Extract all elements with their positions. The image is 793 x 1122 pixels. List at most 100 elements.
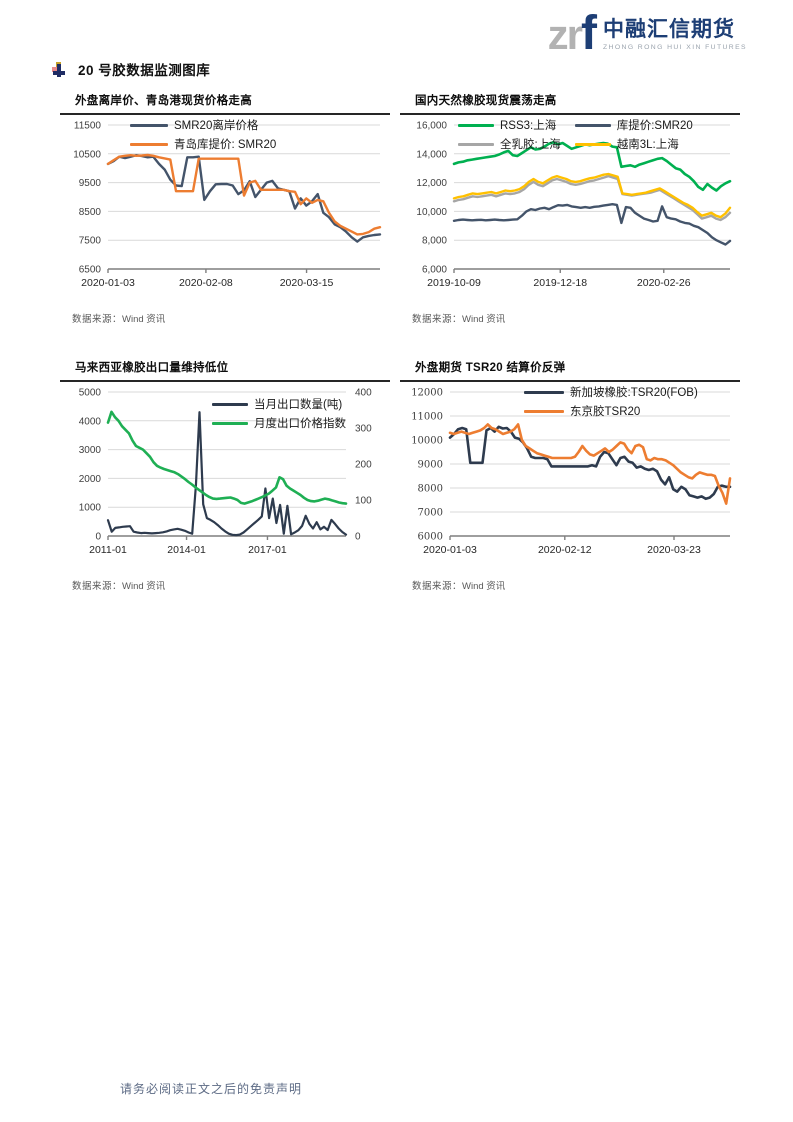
legend-label: 当月出口数量(吨) [254, 399, 343, 411]
logo-zr: zr [547, 11, 583, 58]
svg-text:2020-02-12: 2020-02-12 [538, 544, 592, 556]
svg-text:8,000: 8,000 [422, 236, 447, 247]
svg-text:3000: 3000 [79, 445, 102, 456]
legend-label: 越南3L:上海 [616, 139, 679, 151]
legend-label: RSS3:上海 [500, 120, 557, 132]
svg-text:2017-01: 2017-01 [248, 544, 287, 556]
legend-item: 青岛库提价: SMR20 [130, 136, 276, 152]
svg-text:100: 100 [355, 496, 372, 507]
source-label: 数据来源： [412, 314, 463, 325]
legend-item: SMR20离岸价格 [130, 117, 276, 133]
svg-text:11000: 11000 [411, 412, 443, 423]
svg-text:4000: 4000 [79, 416, 102, 427]
svg-text:10000: 10000 [411, 436, 443, 447]
legend-item: 库提价:SMR20 [574, 117, 693, 133]
chart-offshore-qingdao: 外盘离岸价、青岛港现货价格走高 6500 7500 8500 9500 10500 115… [60, 92, 390, 325]
chart-tsr20-futures: 外盘期货 TSR20 结算价反弹 6000 7000 8000 9000 10000 11… [400, 359, 740, 592]
legend-item: 月度出口价格指数 [212, 415, 346, 431]
svg-text:8500: 8500 [79, 207, 102, 218]
source-value: Wind 资讯 [462, 581, 506, 592]
svg-text:8000: 8000 [418, 484, 443, 495]
source-value: Wind 资讯 [122, 581, 166, 592]
chart-plot-area: 0 1000 2000 3000 4000 5000 0 100 200 300 400 2011-0… [60, 384, 390, 566]
legend-line-swatch [524, 390, 564, 394]
source-value: Wind 资讯 [122, 314, 166, 325]
company-logo: zrf 中融汇信期货 ZHONG RONG HUI XIN FUTURES [547, 10, 747, 58]
source-label: 数据来源： [72, 314, 123, 325]
legend-label: SMR20离岸价格 [174, 120, 259, 132]
svg-text:6,000: 6,000 [422, 265, 447, 276]
svg-text:10,000: 10,000 [416, 207, 447, 218]
svg-text:11500: 11500 [74, 121, 102, 132]
svg-text:12,000: 12,000 [416, 178, 447, 189]
logo-zrf-icon: zrf [547, 10, 597, 58]
legend-line-swatch [212, 421, 248, 425]
disclaimer-footer: 请务必阅读正文之后的免责声明 [120, 1082, 303, 1096]
svg-text:200: 200 [355, 460, 372, 471]
svg-text:2020-03-15: 2020-03-15 [280, 277, 334, 289]
svg-text:12000: 12000 [411, 388, 443, 399]
legend-line-swatch [574, 142, 611, 146]
svg-text:7000: 7000 [418, 508, 443, 519]
chart-legend: RSS3:上海 库提价:SMR20 全乳胶:上海 越南3L:上海 [458, 117, 693, 152]
legend-item: 新加坡橡胶:TSR20(FOB) [524, 384, 698, 400]
legend-label: 青岛库提价: SMR20 [174, 139, 277, 151]
legend-item: RSS3:上海 [458, 117, 561, 133]
svg-text:2020-01-03: 2020-01-03 [81, 277, 135, 289]
chart-title: 马来西亚橡胶出口量维持低位 [60, 359, 390, 382]
legend-line-swatch [524, 409, 564, 413]
svg-text:16,000: 16,000 [416, 121, 447, 132]
data-source-note: 数据来源：Wind 资讯 [60, 311, 390, 325]
chart-plot-area: 6000 7000 8000 9000 10000 11000 12000 2020-01-0… [400, 384, 740, 566]
svg-text:2019-12-18: 2019-12-18 [533, 277, 587, 289]
svg-text:2011-01: 2011-01 [89, 544, 127, 556]
chart-plot-area: 6500 7500 8500 9500 10500 11500 2020-01-03 2020… [60, 117, 390, 299]
svg-text:1000: 1000 [79, 503, 102, 514]
legend-item: 东京胶TSR20 [524, 403, 698, 419]
legend-label: 新加坡橡胶:TSR20(FOB) [570, 387, 698, 399]
svg-text:0: 0 [355, 532, 361, 543]
chart-title: 外盘离岸价、青岛港现货价格走高 [60, 92, 390, 115]
legend-line-swatch [130, 142, 168, 146]
svg-text:0: 0 [95, 532, 101, 543]
source-label: 数据来源： [72, 581, 123, 592]
source-value: Wind 资讯 [462, 314, 506, 325]
legend-line-swatch [574, 123, 611, 127]
legend-line-swatch [458, 123, 494, 127]
svg-text:9000: 9000 [418, 460, 443, 471]
legend-label: 库提价:SMR20 [616, 120, 693, 132]
svg-text:9500: 9500 [79, 178, 102, 189]
svg-text:2019-10-09: 2019-10-09 [427, 277, 481, 289]
chart-title: 外盘期货 TSR20 结算价反弹 [400, 359, 740, 382]
svg-text:2000: 2000 [79, 474, 102, 485]
data-source-note: 数据来源：Wind 资讯 [400, 311, 740, 325]
source-label: 数据来源： [412, 581, 463, 592]
svg-text:6000: 6000 [418, 532, 443, 543]
section-marker-icon [52, 61, 66, 77]
chart-malaysia-export: 马来西亚橡胶出口量维持低位 0 1000 2000 3000 4000 5000 0 100 2… [60, 359, 390, 592]
svg-text:2020-01-03: 2020-01-03 [423, 544, 477, 556]
svg-text:7500: 7500 [79, 236, 102, 247]
legend-item: 越南3L:上海 [574, 136, 693, 152]
legend-line-swatch [130, 123, 168, 127]
company-name-cn: 中融汇信期货 [602, 18, 735, 41]
legend-label: 月度出口价格指数 [254, 418, 346, 430]
legend-label: 东京胶TSR20 [570, 406, 641, 418]
svg-text:5000: 5000 [79, 388, 102, 399]
svg-text:6500: 6500 [79, 265, 102, 276]
svg-text:14,000: 14,000 [416, 149, 447, 160]
chart-legend: 当月出口数量(吨) 月度出口价格指数 [212, 396, 346, 431]
chart-plot-area: 6,000 8,000 10,000 12,000 14,000 16,000 2019-1… [400, 117, 740, 299]
legend-line-swatch [458, 142, 494, 146]
logo-text: 中融汇信期货 ZHONG RONG HUI XIN FUTURES [603, 18, 747, 51]
chart-legend: SMR20离岸价格青岛库提价: SMR20 [130, 117, 276, 152]
legend-line-swatch [212, 402, 248, 406]
page-title: 20 号胶数据监测图库 [78, 63, 211, 78]
svg-text:400: 400 [355, 388, 372, 399]
charts-grid: 外盘离岸价、青岛港现货价格走高 6500 7500 8500 9500 10500 115… [60, 92, 740, 592]
svg-text:10500: 10500 [73, 149, 101, 160]
svg-text:300: 300 [355, 424, 372, 435]
chart-title: 国内天然橡胶现货震荡走高 [400, 92, 740, 115]
logo-f: f [580, 7, 597, 60]
